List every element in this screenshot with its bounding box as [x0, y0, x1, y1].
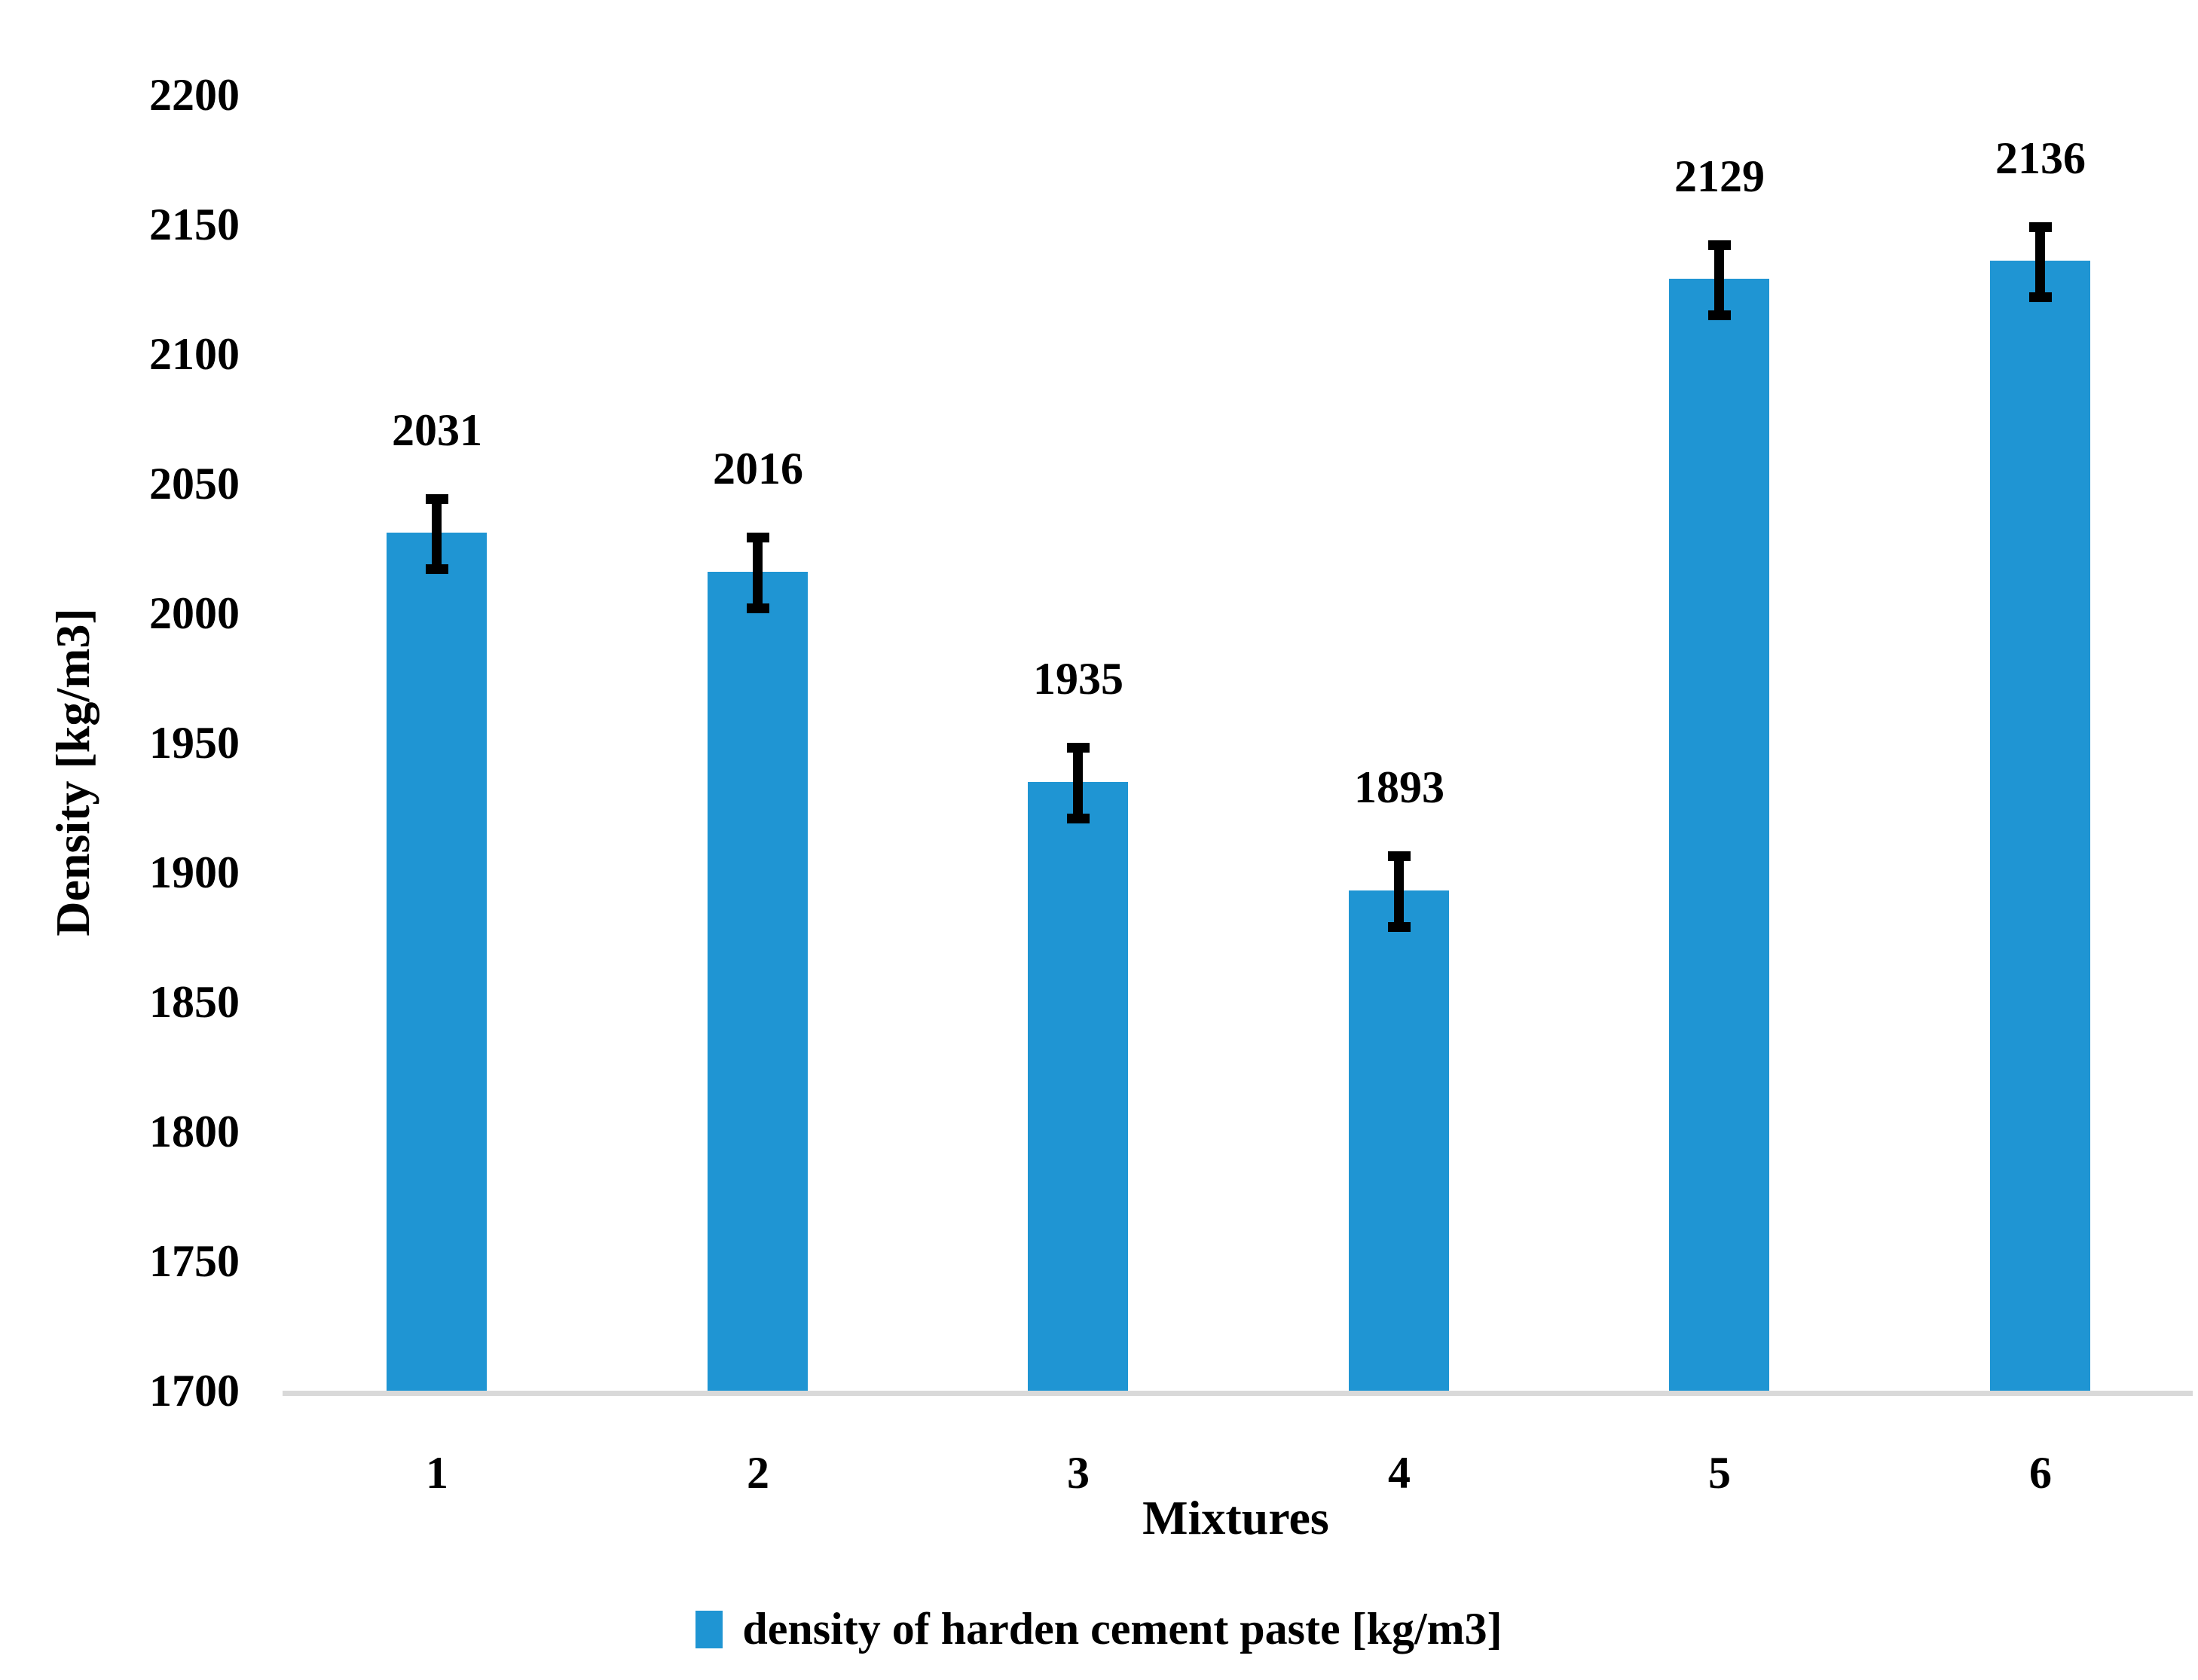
bar-value-label: 2136 [1995, 133, 2086, 183]
bar-value-label: 2016 [713, 444, 803, 493]
error-bar [753, 533, 763, 613]
error-bar-top-cap [426, 494, 448, 504]
error-bar-bottom-cap [1388, 922, 1411, 932]
x-axis-line [283, 1391, 2193, 1396]
bar [1349, 890, 1449, 1391]
error-bar [1073, 743, 1083, 823]
y-axis-tick-label: 1800 [149, 1107, 240, 1156]
y-axis-tick-label: 1700 [149, 1366, 240, 1416]
y-axis-tick-label: 2100 [149, 329, 240, 379]
x-axis-tick-label: 1 [426, 1448, 448, 1498]
bar [1669, 279, 1769, 1391]
error-bar-bottom-cap [747, 603, 769, 613]
y-axis-tick-label: 1750 [149, 1236, 240, 1286]
error-bar-top-cap [2029, 222, 2052, 232]
bar [1028, 782, 1128, 1391]
bar-value-label: 1935 [1033, 654, 1123, 704]
y-axis-tick-label: 1900 [149, 848, 240, 897]
error-bar-bottom-cap [426, 564, 448, 574]
error-bar [2035, 222, 2045, 302]
bar [1990, 261, 2090, 1391]
error-bar [432, 494, 442, 574]
bar [708, 572, 808, 1391]
y-axis-tick-label: 1950 [149, 718, 240, 768]
x-axis-tick-label: 4 [1388, 1448, 1411, 1498]
error-bar-top-cap [1708, 240, 1731, 250]
error-bar-bottom-cap [1067, 814, 1090, 823]
bar [387, 533, 487, 1391]
bar-value-label: 1893 [1354, 762, 1444, 812]
y-axis-tick-label: 1850 [149, 977, 240, 1027]
error-bar-top-cap [1388, 851, 1411, 861]
error-bar-top-cap [1067, 743, 1090, 753]
error-bar [1714, 240, 1724, 320]
legend: density of harden cement paste [kg/m3] [0, 1603, 2198, 1655]
x-axis-tick-label: 5 [1708, 1448, 1731, 1498]
y-axis-tick-label: 2200 [149, 70, 240, 120]
y-axis-tick-label: 2050 [149, 459, 240, 509]
legend-label: density of harden cement paste [kg/m3] [742, 1604, 1503, 1654]
x-axis-tick-label: 3 [1067, 1448, 1090, 1498]
bar-value-label: 2031 [392, 405, 482, 455]
legend-marker-swatch [695, 1610, 723, 1648]
error-bar-bottom-cap [1708, 310, 1731, 320]
bar-value-label: 2129 [1674, 151, 1765, 201]
error-bar-top-cap [747, 533, 769, 542]
x-axis-tick-label: 2 [747, 1448, 769, 1498]
y-axis-tick-label: 2150 [149, 200, 240, 249]
x-axis-title: Mixtures [1142, 1491, 1329, 1544]
x-axis-tick-label: 6 [2029, 1448, 2052, 1498]
y-axis-tick-label: 2000 [149, 588, 240, 638]
error-bar [1394, 851, 1404, 932]
error-bar-bottom-cap [2029, 292, 2052, 302]
